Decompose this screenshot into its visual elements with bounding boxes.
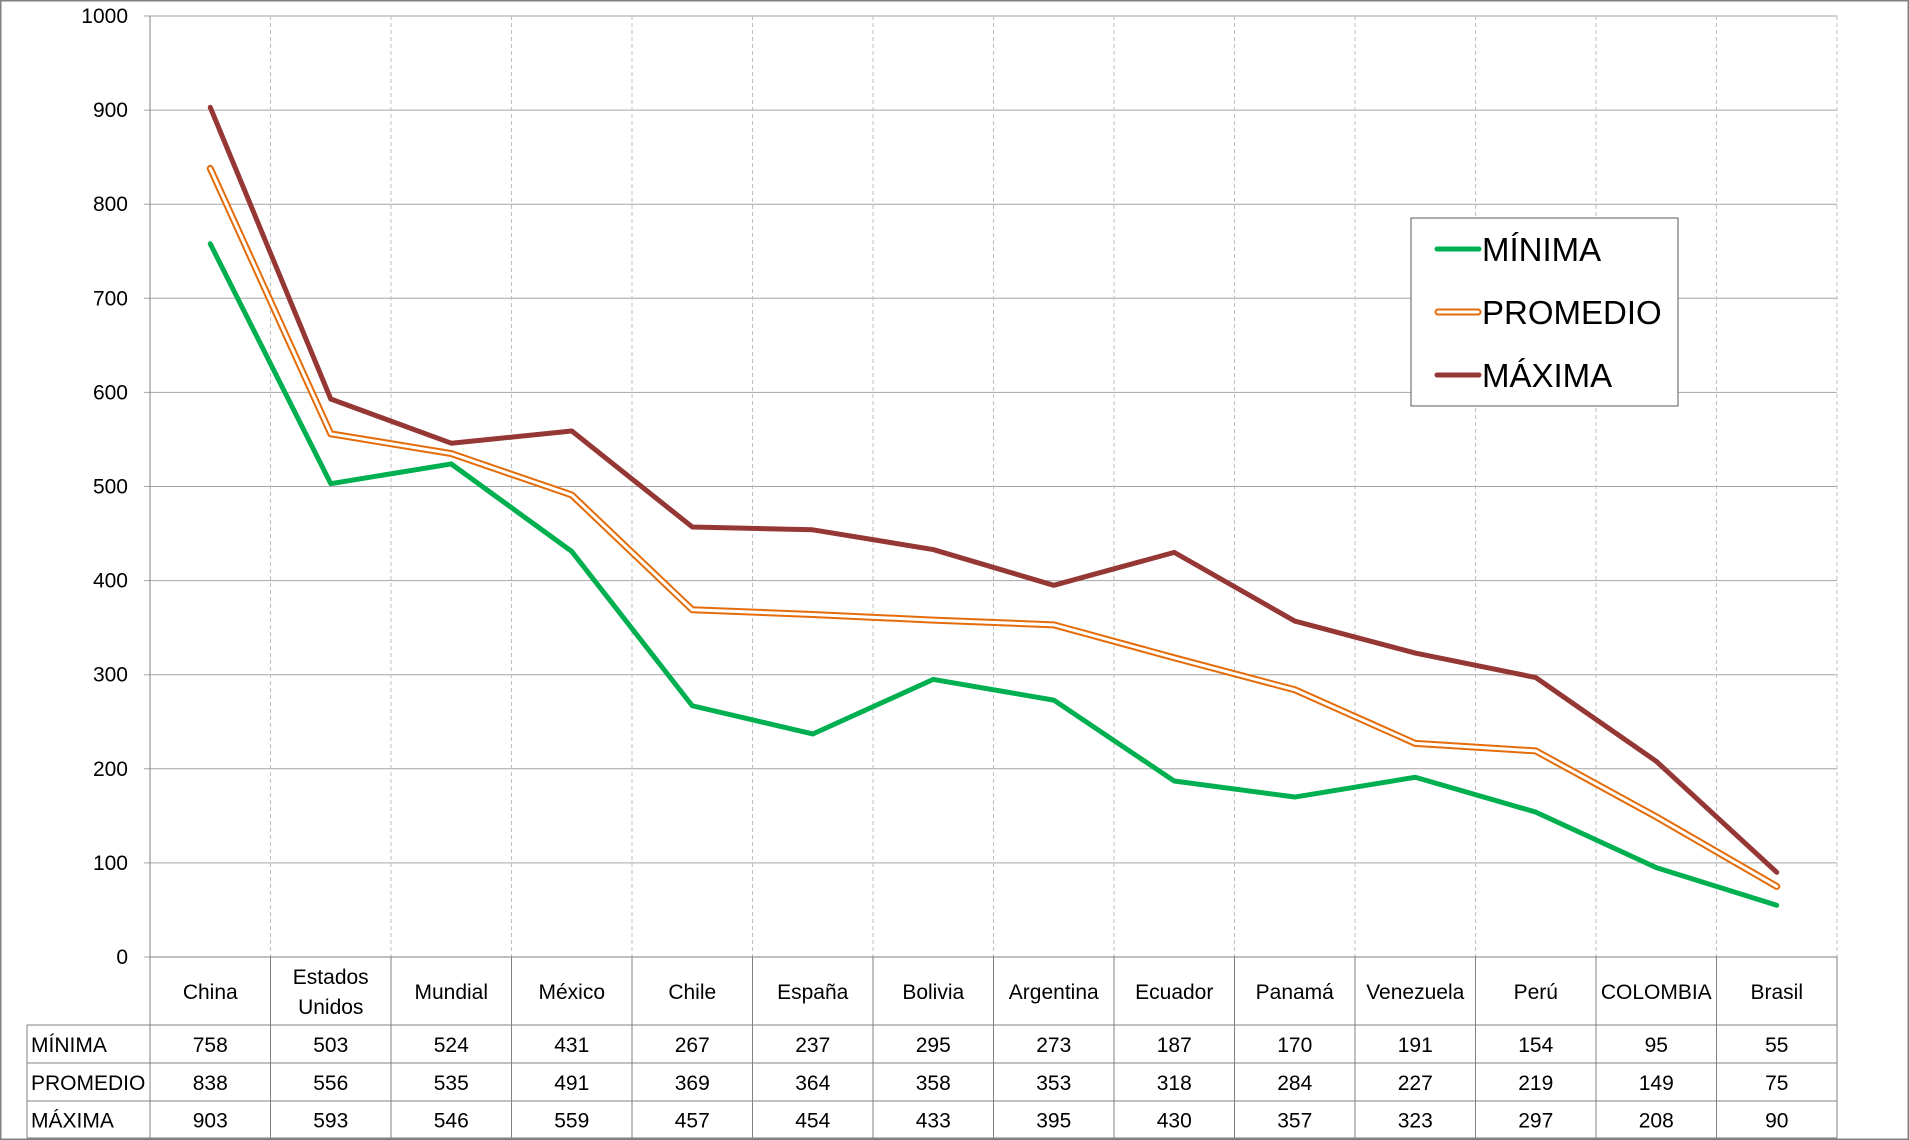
table-value: 457 (675, 1110, 710, 1133)
table-value: 433 (916, 1110, 951, 1133)
y-tick-label: 400 (93, 570, 128, 593)
table-value: 491 (554, 1072, 589, 1095)
category-label: COLOMBIA (1601, 981, 1712, 1004)
gridlines (144, 15, 1838, 958)
table-value: 593 (313, 1110, 348, 1133)
table-value: 237 (795, 1034, 830, 1057)
table-value: 284 (1277, 1072, 1312, 1095)
data-table: China Estados Unidos Mundial México Chile Espa… (26, 956, 1838, 1139)
table-value: 358 (916, 1072, 951, 1095)
y-tick-label: 1000 (81, 5, 128, 28)
legend-label: MÁXIMA (1482, 357, 1612, 394)
y-tick-label: 500 (93, 476, 128, 499)
table-series-label: MÁXIMA (31, 1110, 114, 1133)
series-line-promedio-inner (208, 166, 1779, 888)
y-axis: 0 100 200 300 400 500 600 700 800 900 1000 (81, 5, 128, 969)
table-value: 454 (795, 1110, 830, 1133)
y-tick-label: 300 (93, 664, 128, 687)
table-value: 357 (1277, 1110, 1312, 1133)
table-value: 227 (1398, 1072, 1433, 1095)
legend-label: MÍNIMA (1482, 231, 1601, 268)
y-tick-label: 900 (93, 99, 128, 122)
category-label: Ecuador (1135, 981, 1213, 1004)
table-value: 353 (1036, 1072, 1071, 1095)
table-value: 903 (193, 1110, 228, 1133)
category-label: Mundial (414, 981, 488, 1004)
category-label: Unidos (298, 996, 363, 1019)
table-value: 90 (1765, 1110, 1788, 1133)
table-value: 208 (1639, 1110, 1674, 1133)
table-value: 170 (1277, 1034, 1312, 1057)
y-tick-label: 0 (116, 946, 128, 969)
series-lines (206, 104, 1781, 908)
series-line-máxima (207, 104, 1780, 875)
category-label: Venezuela (1366, 981, 1464, 1004)
table-value: 369 (675, 1072, 710, 1095)
category-label: Bolivia (902, 981, 964, 1004)
table-value: 154 (1518, 1034, 1553, 1057)
table-value: 535 (434, 1072, 469, 1095)
table-value: 95 (1645, 1034, 1668, 1057)
y-tick-label: 800 (93, 193, 128, 216)
category-label: Panamá (1256, 981, 1335, 1004)
table-value: 524 (434, 1034, 469, 1057)
table-value: 503 (313, 1034, 348, 1057)
legend: MÍNIMA PROMEDIO MÁXIMA (1410, 217, 1679, 407)
table-value: 395 (1036, 1110, 1071, 1133)
table-value: 273 (1036, 1034, 1071, 1057)
legend-label: PROMEDIO (1482, 294, 1662, 331)
y-tick-label: 200 (93, 758, 128, 781)
table-value: 431 (554, 1034, 589, 1057)
table-value: 187 (1157, 1034, 1192, 1057)
category-label: Perú (1514, 981, 1558, 1004)
category-label: China (183, 981, 238, 1004)
category-label: Argentina (1009, 981, 1099, 1004)
table-value: 219 (1518, 1072, 1553, 1095)
table-value: 364 (795, 1072, 830, 1095)
table-value: 267 (675, 1034, 710, 1057)
table-value: 556 (313, 1072, 348, 1095)
category-label: Estados (293, 966, 369, 989)
category-label: España (777, 981, 849, 1004)
table-value: 430 (1157, 1110, 1192, 1133)
table-value: 323 (1398, 1110, 1433, 1133)
category-label: México (538, 981, 605, 1004)
y-tick-label: 600 (93, 381, 128, 404)
table-value: 191 (1398, 1034, 1433, 1057)
table-series-label: MÍNIMA (31, 1034, 107, 1057)
table-value: 295 (916, 1034, 951, 1057)
category-label: Brasil (1750, 981, 1803, 1004)
table-value: 838 (193, 1072, 228, 1095)
table-value: 559 (554, 1110, 589, 1133)
y-tick-label: 100 (93, 852, 128, 875)
table-value: 75 (1765, 1072, 1788, 1095)
y-tick-label: 700 (93, 287, 128, 310)
table-value: 297 (1518, 1110, 1553, 1133)
table-series-label: PROMEDIO (31, 1072, 145, 1095)
table-value: 55 (1765, 1034, 1788, 1057)
table-value: 546 (434, 1110, 469, 1133)
category-label: Chile (668, 981, 716, 1004)
table-value: 318 (1157, 1072, 1192, 1095)
table-value: 149 (1639, 1072, 1674, 1095)
table-value: 758 (193, 1034, 228, 1057)
series-line-mínima (207, 241, 1780, 908)
